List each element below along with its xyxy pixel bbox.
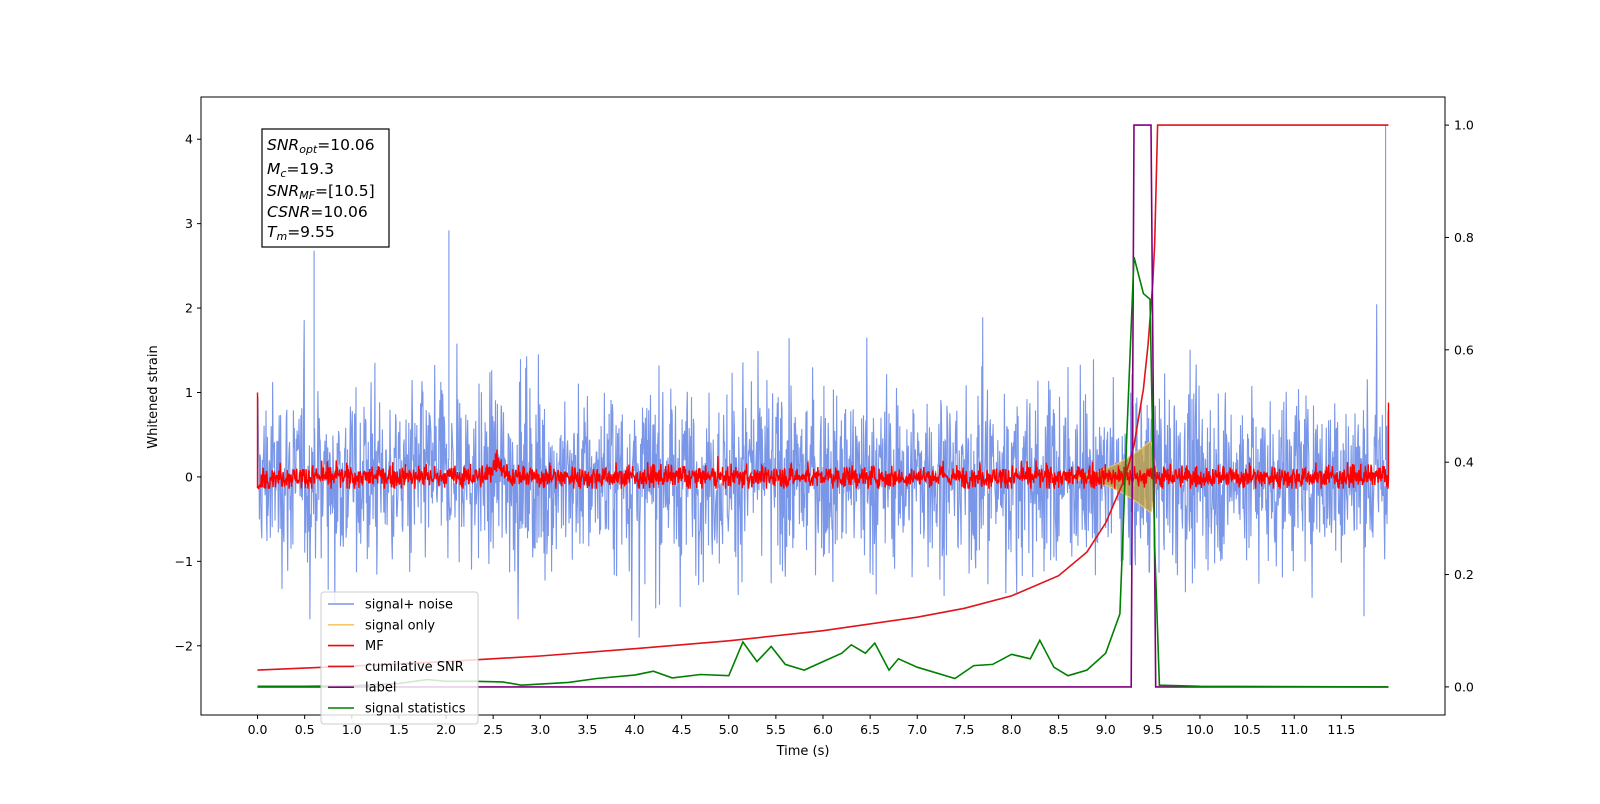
series-line-signal-statistics [257,256,1389,688]
y-tick-left-label: −2 [175,638,193,653]
series-line-cumilative-snr [257,124,1389,671]
y-tick-right-label: 0.4 [1454,455,1474,470]
series-signal-noise [256,124,1390,638]
y-tick-left-label: 1 [185,385,193,400]
axis-ticks: 0.0 0.5 1.0 1.5 2.0 2.5 3.0 3.5 4.0 4.5 5.0 5.5 6.0 6… [175,118,1474,737]
info-mc: Mc=19.3 [267,160,334,180]
info-csnr: CSNR=10.06 [267,203,368,221]
x-tick-label: 9.0 [1096,722,1116,737]
x-tick-label: 2.0 [436,722,456,737]
x-tick-label: 5.5 [766,722,786,737]
x-tick-label: 10.5 [1233,722,1261,737]
x-tick-label: 8.5 [1049,722,1069,737]
legend-label: cumilative SNR [365,660,464,675]
x-tick-label: 7.0 [907,722,927,737]
x-tick-label: 11.0 [1280,722,1308,737]
x-tick-label: 7.5 [954,722,974,737]
signal-noise-line [256,124,1390,638]
y-tick-left-label: 4 [185,132,193,147]
mf-line [256,392,1390,490]
x-tick-label: 4.5 [672,722,692,737]
info-snr-mf: SNRMF=[10.5] [267,182,375,202]
x-tick-label: 8.0 [1002,722,1022,737]
legend: signal+ noise signal only MF cumilative SNR… [320,591,479,725]
info-tm: Tm=9.55 [267,223,335,243]
x-tick-label: 1.5 [389,722,409,737]
legend-frame [320,591,479,725]
legend-label: MF [365,639,384,654]
x-tick-label: 1.0 [342,722,362,737]
x-tick-label: 6.5 [860,722,880,737]
y-tick-left-label: 0 [185,469,193,484]
x-tick-label: 11.5 [1327,722,1355,737]
x-tick-label: 2.5 [483,722,503,737]
y-tick-right-label: 0.2 [1454,567,1474,582]
legend-label: signal statistics [365,702,466,717]
x-tick-label: 0.0 [248,722,268,737]
x-tick-label: 6.0 [813,722,833,737]
info-box-frame [261,128,390,248]
y-tick-left-label: 3 [185,216,193,231]
right-axis-series [257,124,1389,688]
series-mf [256,392,1390,490]
x-tick-label: 9.5 [1143,722,1163,737]
legend-label: label [365,681,396,696]
y-tick-right-label: 1.0 [1454,118,1474,133]
info-box: SNRopt=10.06 Mc=19.3 SNRMF=[10.5] CSNR=1… [261,128,390,248]
x-axis-label: Time (s) [776,744,830,759]
x-tick-label: 10.0 [1186,722,1214,737]
y-tick-right-label: 0.6 [1454,342,1474,357]
y-tick-left-label: 2 [185,301,193,316]
info-snr-opt: SNRopt=10.06 [267,136,375,156]
legend-label: signal only [365,618,435,633]
y-tick-right-label: 0.8 [1454,230,1474,245]
x-tick-label: 3.0 [530,722,550,737]
y-tick-right-label: 0.0 [1454,679,1474,694]
x-tick-label: 3.5 [577,722,597,737]
x-tick-label: 5.0 [719,722,739,737]
legend-label: signal+ noise [365,598,453,613]
x-tick-label: 4.0 [625,722,645,737]
x-tick-label: 0.5 [295,722,315,737]
y-tick-left-label: −1 [175,554,193,569]
y-axis-label: Whitened strain [146,345,161,448]
